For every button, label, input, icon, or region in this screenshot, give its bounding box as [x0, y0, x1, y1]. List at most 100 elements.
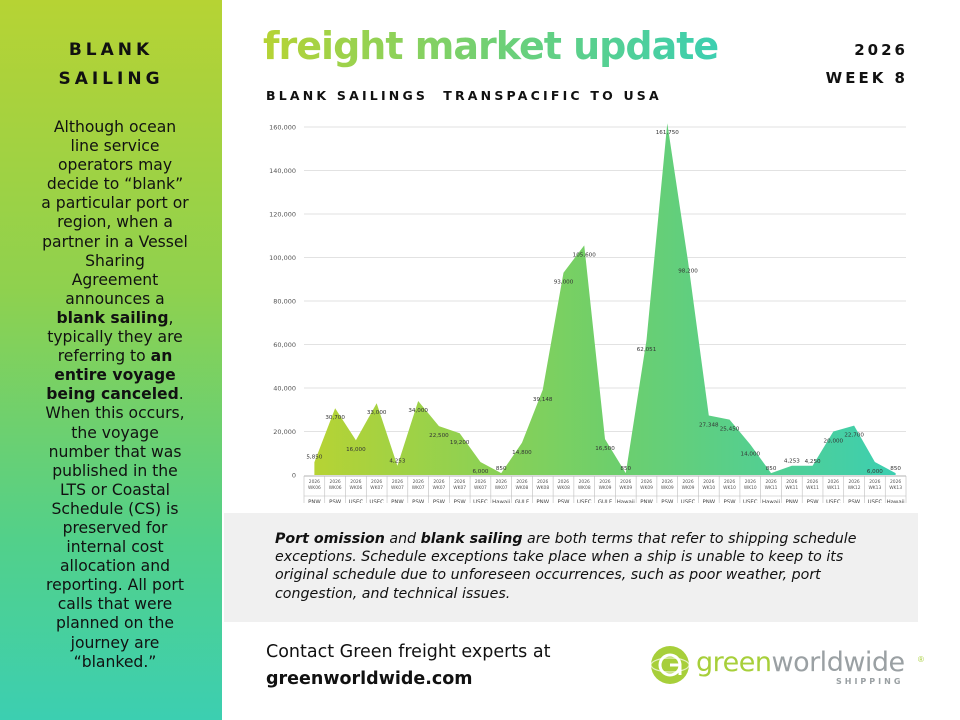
x-tick-region: PSW — [661, 500, 674, 504]
area-series — [314, 123, 896, 475]
note-bold: blank sailing — [420, 531, 523, 547]
sidebar-body-text: Although ocean line service operators ma… — [41, 118, 189, 308]
data-label: 105,600 — [573, 252, 597, 258]
data-label: 850 — [766, 466, 777, 472]
data-label: 33,000 — [367, 410, 387, 416]
data-label: 161,750 — [656, 130, 680, 136]
data-label: 5,850 — [306, 454, 322, 460]
y-tick-label: 40,000 — [273, 385, 296, 393]
x-tick-year: 2026 — [516, 479, 527, 485]
y-tick-label: 20,000 — [273, 428, 296, 436]
company-logo: greenworldwide SHIPPING ® — [650, 645, 930, 691]
x-tick-year: 2026 — [413, 479, 424, 485]
x-tick-year: 2026 — [724, 479, 735, 485]
x-tick-week: WK07 — [495, 485, 508, 491]
sidebar: BLANK SAILING Although ocean line servic… — [0, 0, 222, 720]
x-tick-week: WK10 — [723, 485, 736, 491]
x-tick-region: GULF — [598, 500, 612, 504]
x-tick-year: 2026 — [849, 479, 860, 485]
x-tick-year: 2026 — [599, 479, 610, 485]
x-tick-week: WK07 — [412, 485, 425, 491]
contact-line: Contact Green freight experts at — [266, 642, 551, 662]
x-tick-year: 2026 — [890, 479, 901, 485]
x-tick-region: PSW — [329, 500, 342, 504]
x-tick-region: USEC — [868, 500, 883, 504]
data-label: 22,500 — [429, 433, 449, 439]
x-tick-year: 2026 — [537, 479, 548, 485]
x-tick-year: 2026 — [496, 479, 507, 485]
data-label: 6,000 — [472, 469, 488, 475]
chart-subtitle: BLANK SAILINGS TRANSPACIFIC TO USA — [266, 88, 662, 103]
x-tick-year: 2026 — [662, 479, 673, 485]
x-tick-year: 2026 — [350, 479, 361, 485]
x-tick-week: WK09 — [661, 485, 674, 491]
note-text: Port omission and blank sailing are both… — [275, 530, 895, 603]
x-tick-region: PNW — [640, 500, 653, 504]
x-tick-week: WK06 — [329, 485, 342, 491]
contact-link[interactable]: greenworldwide.com — [266, 669, 473, 689]
x-tick-year: 2026 — [765, 479, 776, 485]
sidebar-title-line1: BLANK — [68, 40, 154, 60]
x-tick-week: WK08 — [516, 485, 529, 491]
x-tick-week: WK07 — [453, 485, 466, 491]
data-label: 34,000 — [408, 408, 428, 414]
x-tick-region: PSW — [412, 500, 425, 504]
sidebar-title: BLANK SAILING — [0, 36, 222, 94]
data-label: 98,200 — [678, 268, 698, 274]
data-label: 30,700 — [325, 415, 345, 421]
sidebar-body: Although ocean line service operators ma… — [40, 118, 190, 672]
data-label: 16,000 — [346, 447, 366, 453]
x-tick-year: 2026 — [682, 479, 693, 485]
blank-sailings-chart: 0 20,000 40,000 60,000 80,000 100,000 120,000 1… — [269, 123, 907, 504]
x-tick-region: GULF — [515, 500, 529, 504]
data-label: 39,148 — [533, 397, 553, 403]
x-tick-week: WK11 — [806, 485, 819, 491]
data-label: 4,253 — [784, 459, 800, 465]
x-tick-region: Hawaii — [887, 500, 905, 504]
x-tick-region: PSW — [724, 500, 737, 504]
data-label: 6,000 — [867, 469, 883, 475]
data-label: 850 — [620, 466, 631, 472]
x-tick-region: PNW — [786, 500, 799, 504]
x-tick-year: 2026 — [433, 479, 444, 485]
x-tick-region: Hawaii — [492, 500, 510, 504]
x-tick-region: USEC — [349, 500, 364, 504]
x-tick-week: WK11 — [785, 485, 798, 491]
y-tick-label: 100,000 — [269, 254, 296, 262]
x-tick-year: 2026 — [745, 479, 756, 485]
x-tick-region: PSW — [807, 500, 820, 504]
data-label: 850 — [496, 466, 507, 472]
x-tick-year: 2026 — [620, 479, 631, 485]
note-span: and — [384, 531, 421, 547]
x-tick-region: USEC — [826, 500, 841, 504]
logo-subtext: SHIPPING — [836, 677, 904, 686]
x-tick-year: 2026 — [786, 479, 797, 485]
data-label: 27,348 — [699, 423, 719, 429]
data-label: 14,000 — [741, 452, 761, 458]
sidebar-body-bold: an entire voyage being canceled — [46, 347, 179, 404]
x-tick-week: WK08 — [557, 485, 570, 491]
x-tick-week: WK06 — [308, 485, 321, 491]
x-tick-region: PSW — [848, 500, 861, 504]
note-bold: Port omission — [275, 531, 385, 547]
x-tick-week: WK08 — [536, 485, 549, 491]
x-tick-region: USEC — [743, 500, 758, 504]
x-tick-year: 2026 — [703, 479, 714, 485]
x-tick-region: PSW — [557, 500, 570, 504]
logo-word-worldwide: worldwide — [771, 647, 905, 678]
x-tick-week: WK09 — [599, 485, 612, 491]
x-tick-region: PNW — [308, 500, 321, 504]
x-tick-year: 2026 — [558, 479, 569, 485]
x-tick-region: PNW — [702, 500, 715, 504]
data-label: 62,051 — [637, 347, 657, 353]
page-title: freight market update — [263, 24, 719, 68]
x-tick-week: WK09 — [682, 485, 695, 491]
note-box: Port omission and blank sailing are both… — [224, 513, 918, 622]
data-label: 16,500 — [595, 446, 615, 452]
x-tick-week: WK10 — [744, 485, 757, 491]
x-tick-region: USEC — [577, 500, 592, 504]
x-tick-year: 2026 — [371, 479, 382, 485]
x-tick-year: 2026 — [579, 479, 590, 485]
x-tick-year: 2026 — [454, 479, 465, 485]
x-tick-region: USEC — [473, 500, 488, 504]
